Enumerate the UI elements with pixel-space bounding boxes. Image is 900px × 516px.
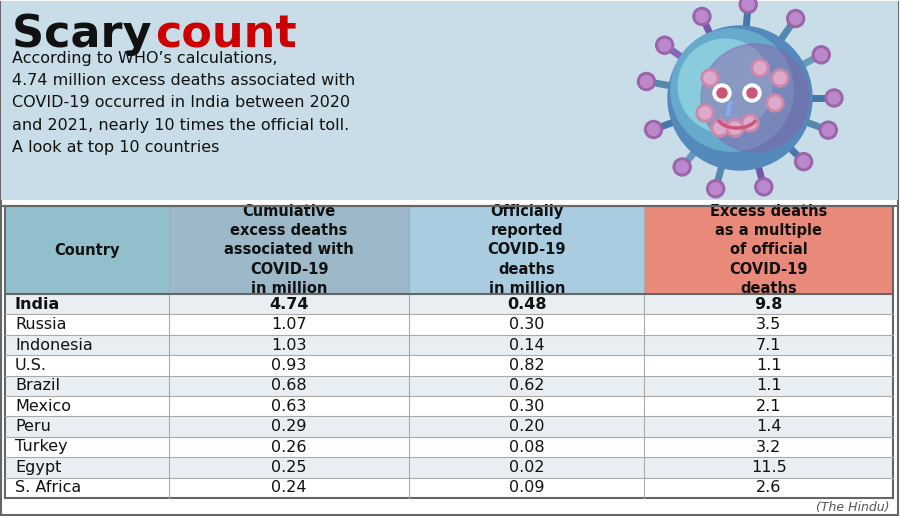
- Circle shape: [825, 89, 843, 107]
- Circle shape: [828, 92, 840, 104]
- Text: 1.4: 1.4: [756, 419, 781, 434]
- Circle shape: [739, 0, 757, 13]
- Text: Indonesia: Indonesia: [15, 337, 93, 352]
- Text: 0.08: 0.08: [508, 440, 544, 455]
- Circle shape: [706, 180, 724, 198]
- Circle shape: [743, 84, 761, 102]
- FancyBboxPatch shape: [409, 314, 644, 335]
- Circle shape: [637, 73, 655, 90]
- Text: 0.62: 0.62: [509, 378, 544, 393]
- Text: Brazil: Brazil: [15, 378, 60, 393]
- FancyBboxPatch shape: [5, 335, 169, 355]
- FancyBboxPatch shape: [409, 478, 644, 498]
- FancyBboxPatch shape: [169, 294, 409, 314]
- Circle shape: [751, 59, 769, 77]
- FancyBboxPatch shape: [5, 355, 169, 376]
- FancyBboxPatch shape: [409, 335, 644, 355]
- FancyBboxPatch shape: [409, 416, 644, 437]
- Circle shape: [758, 181, 770, 193]
- FancyBboxPatch shape: [169, 376, 409, 396]
- FancyBboxPatch shape: [5, 206, 169, 294]
- Text: 0.93: 0.93: [272, 358, 307, 373]
- Circle shape: [812, 46, 830, 64]
- FancyBboxPatch shape: [644, 294, 893, 314]
- Text: Peru: Peru: [15, 419, 51, 434]
- Circle shape: [754, 62, 766, 74]
- FancyBboxPatch shape: [5, 294, 169, 314]
- FancyBboxPatch shape: [644, 355, 893, 376]
- FancyBboxPatch shape: [169, 314, 409, 335]
- FancyBboxPatch shape: [5, 437, 169, 457]
- Circle shape: [771, 69, 789, 87]
- FancyBboxPatch shape: [409, 206, 644, 294]
- Circle shape: [797, 156, 810, 168]
- Text: 0.68: 0.68: [271, 378, 307, 393]
- Text: Scary: Scary: [12, 13, 167, 56]
- Circle shape: [644, 120, 662, 138]
- Circle shape: [699, 107, 711, 119]
- FancyBboxPatch shape: [5, 416, 169, 437]
- Circle shape: [789, 12, 802, 25]
- Text: 0.29: 0.29: [272, 419, 307, 434]
- Text: 0.25: 0.25: [272, 460, 307, 475]
- Text: (The Hindu): (The Hindu): [816, 501, 890, 514]
- Text: India: India: [15, 297, 60, 312]
- FancyBboxPatch shape: [169, 396, 409, 416]
- FancyBboxPatch shape: [169, 335, 409, 355]
- Text: 1.1: 1.1: [756, 358, 781, 373]
- Text: Cumulative
excess deaths
associated with
COVID-19
in million: Cumulative excess deaths associated with…: [224, 204, 354, 296]
- FancyBboxPatch shape: [5, 314, 169, 335]
- Text: 1.1: 1.1: [756, 378, 781, 393]
- Text: 0.24: 0.24: [272, 480, 307, 495]
- FancyBboxPatch shape: [409, 437, 644, 457]
- FancyBboxPatch shape: [169, 457, 409, 478]
- Circle shape: [819, 121, 837, 139]
- Text: Turkey: Turkey: [15, 440, 68, 455]
- FancyBboxPatch shape: [169, 206, 409, 294]
- Text: 0.82: 0.82: [508, 358, 544, 373]
- Text: 0.30: 0.30: [509, 399, 544, 414]
- Circle shape: [795, 153, 813, 171]
- Circle shape: [769, 97, 781, 109]
- Text: 2.1: 2.1: [756, 399, 781, 414]
- Text: According to WHO’s calculations,
4.74 million excess deaths associated with
COVI: According to WHO’s calculations, 4.74 mi…: [12, 51, 356, 155]
- Text: 9.8: 9.8: [754, 297, 783, 312]
- Circle shape: [679, 39, 772, 133]
- Text: 0.48: 0.48: [507, 297, 546, 312]
- Text: 1.03: 1.03: [272, 337, 307, 352]
- Circle shape: [787, 9, 805, 27]
- Circle shape: [659, 39, 670, 51]
- Circle shape: [696, 104, 714, 122]
- Text: S. Africa: S. Africa: [15, 480, 81, 495]
- FancyBboxPatch shape: [644, 376, 893, 396]
- Text: 2.6: 2.6: [756, 480, 781, 495]
- Text: 0.09: 0.09: [509, 480, 544, 495]
- Circle shape: [710, 183, 722, 195]
- FancyBboxPatch shape: [644, 314, 893, 335]
- FancyBboxPatch shape: [5, 396, 169, 416]
- Circle shape: [668, 26, 812, 170]
- Text: Mexico: Mexico: [15, 399, 71, 414]
- Text: Russia: Russia: [15, 317, 67, 332]
- Circle shape: [766, 94, 784, 112]
- FancyBboxPatch shape: [5, 457, 169, 478]
- Circle shape: [717, 88, 727, 98]
- Text: 0.02: 0.02: [509, 460, 544, 475]
- FancyBboxPatch shape: [644, 416, 893, 437]
- Circle shape: [655, 36, 673, 54]
- FancyBboxPatch shape: [644, 396, 893, 416]
- Text: Officially
reported
COVID-19
deaths
in million: Officially reported COVID-19 deaths in m…: [488, 204, 566, 296]
- FancyBboxPatch shape: [5, 478, 169, 498]
- Circle shape: [701, 69, 719, 87]
- Circle shape: [696, 10, 708, 22]
- Text: Country: Country: [54, 243, 120, 257]
- Circle shape: [676, 161, 688, 173]
- FancyBboxPatch shape: [169, 437, 409, 457]
- Circle shape: [815, 49, 827, 61]
- Circle shape: [755, 178, 773, 196]
- Circle shape: [774, 72, 786, 84]
- FancyBboxPatch shape: [409, 376, 644, 396]
- Text: 7.1: 7.1: [756, 337, 781, 352]
- FancyBboxPatch shape: [169, 478, 409, 498]
